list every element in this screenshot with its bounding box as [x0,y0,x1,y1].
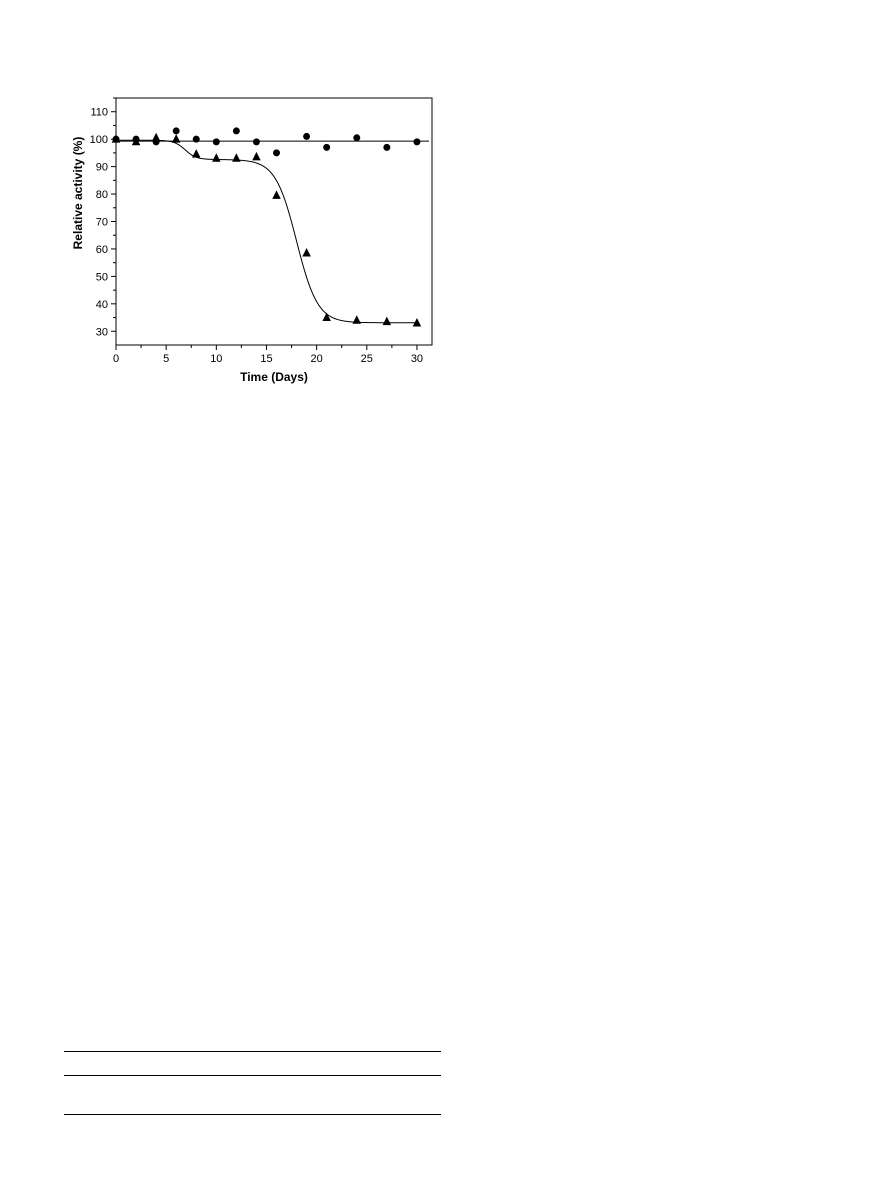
triangle-point [111,134,121,143]
x-tick-label: 5 [163,353,169,365]
y-tick-label: 30 [96,326,108,338]
triangle-point [322,312,331,321]
plot-border [115,97,433,346]
y-tick-label: 100 [90,134,108,146]
y-tick-label: 80 [96,189,108,201]
y-axis-title: Relative activity (%) [71,137,85,250]
triangle-point [232,153,241,162]
x-tick-label: 25 [361,353,373,365]
plot-frame [115,97,433,346]
circle-point [192,135,200,143]
table-top-rule [64,1051,441,1052]
y-tick-label: 70 [96,217,108,229]
circle-point [212,138,220,146]
triangle-point [131,136,141,146]
triangle-point [212,153,221,162]
relative-activity-chart: 0 5 10 15 20 25 30 30 40 50 60 70 80 90 100 110 Time (… [71,97,433,384]
triangle-series-fit-curve [116,139,417,324]
y-tick-label: 50 [96,271,108,283]
y-tick-label: 90 [96,162,108,174]
x-tick-label: 20 [311,353,323,365]
y-axis: 30 40 50 60 70 80 90 100 110 [90,97,116,338]
triangle-point [192,149,201,158]
circle-point [413,138,421,146]
circle-point [273,149,281,157]
y-tick-label: 110 [90,107,108,119]
table-bottom-rule [64,1114,441,1115]
circle-point [252,138,260,146]
y-tick-label: 40 [96,299,108,311]
triangle-point [171,134,181,143]
x-tick-label: 0 [113,353,119,365]
x-tick-label: 10 [210,353,222,365]
table-header-rule [64,1075,441,1076]
triangle-point [302,247,311,257]
triangle-point [252,151,261,161]
triangle-point [151,132,161,142]
x-axis-title: Time (Days) [240,370,308,384]
triangle-point [352,315,362,324]
triangle-point [272,190,281,199]
x-axis: 0 5 10 15 20 25 30 [113,345,423,365]
circle-point [232,127,240,135]
triangle-point [382,316,392,326]
fit-lines [116,139,429,324]
data-markers [111,127,422,327]
circle-point [323,143,331,151]
circle-point [172,127,180,135]
y-tick-label: 60 [96,244,108,256]
triangle-point [412,317,422,327]
circle-point [303,132,311,140]
x-tick-label: 15 [260,353,272,365]
x-tick-label: 30 [411,353,423,365]
circle-point [383,143,391,151]
circle-point [353,134,361,142]
